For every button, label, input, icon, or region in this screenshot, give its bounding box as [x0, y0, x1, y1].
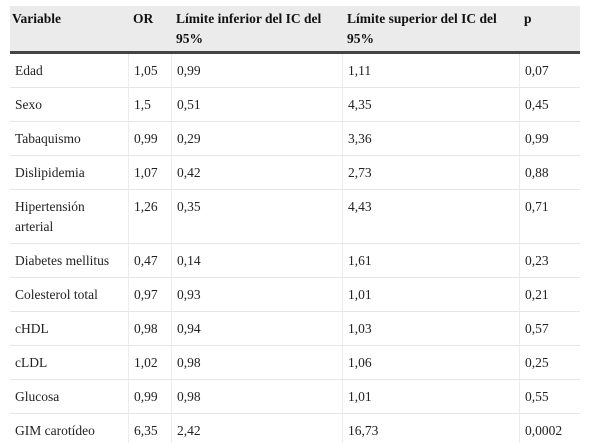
cell-p-value: 0,57 — [520, 312, 580, 346]
cell-ci-upper: 16,73 — [343, 414, 520, 443]
table-row: cHDL 0,98 0,94 1,03 0,57 — [10, 312, 580, 346]
cell-p-value: 0,07 — [520, 54, 580, 88]
table-row: cLDL 1,02 0,98 1,06 0,25 — [10, 346, 580, 380]
table-header: Variable OR Límite inferior del IC del 9… — [10, 6, 580, 54]
odds-ratio-table: Variable OR Límite inferior del IC del 9… — [10, 6, 580, 443]
table-row: GIM carotídeo 6,35 2,42 16,73 0,0002 — [10, 414, 580, 443]
cell-variable: Edad — [10, 54, 129, 88]
header-row: Variable OR Límite inferior del IC del 9… — [10, 6, 580, 54]
table-row: Dislipidemia 1,07 0,42 2,73 0,88 — [10, 156, 580, 190]
header-variable: Variable — [10, 6, 129, 54]
cell-variable: cHDL — [10, 312, 129, 346]
cell-p-value: 0,21 — [520, 278, 580, 312]
header-ci-upper: Límite superior del IC del 95% — [343, 6, 520, 54]
cell-variable: Sexo — [10, 88, 129, 122]
cell-or: 1,26 — [129, 190, 172, 244]
cell-variable: GIM carotídeo — [10, 414, 129, 443]
cell-ci-lower: 0,35 — [172, 190, 343, 244]
cell-p-value: 0,71 — [520, 190, 580, 244]
cell-ci-lower: 2,42 — [172, 414, 343, 443]
cell-ci-lower: 0,98 — [172, 346, 343, 380]
table-body: Edad 1,05 0,99 1,11 0,07 Sexo 1,5 0,51 4… — [10, 54, 580, 443]
table-row: Sexo 1,5 0,51 4,35 0,45 — [10, 88, 580, 122]
cell-variable: Tabaquismo — [10, 122, 129, 156]
table-row: Tabaquismo 0,99 0,29 3,36 0,99 — [10, 122, 580, 156]
cell-ci-lower: 0,93 — [172, 278, 343, 312]
cell-ci-upper: 1,11 — [343, 54, 520, 88]
header-p-value: p — [520, 6, 580, 54]
cell-p-value: 0,45 — [520, 88, 580, 122]
cell-ci-upper: 4,43 — [343, 190, 520, 244]
cell-or: 1,5 — [129, 88, 172, 122]
cell-variable: Hipertensión arterial — [10, 190, 129, 244]
cell-or: 0,99 — [129, 380, 172, 414]
cell-ci-lower: 0,29 — [172, 122, 343, 156]
cell-variable: Diabetes mellitus — [10, 244, 129, 278]
cell-p-value: 0,99 — [520, 122, 580, 156]
cell-or: 0,98 — [129, 312, 172, 346]
cell-or: 1,02 — [129, 346, 172, 380]
table-row: Diabetes mellitus 0,47 0,14 1,61 0,23 — [10, 244, 580, 278]
cell-p-value: 0,88 — [520, 156, 580, 190]
cell-ci-lower: 0,98 — [172, 380, 343, 414]
cell-ci-upper: 4,35 — [343, 88, 520, 122]
cell-or: 0,99 — [129, 122, 172, 156]
table-row: Edad 1,05 0,99 1,11 0,07 — [10, 54, 580, 88]
cell-ci-lower: 0,51 — [172, 88, 343, 122]
cell-ci-upper: 1,61 — [343, 244, 520, 278]
cell-or: 1,05 — [129, 54, 172, 88]
header-or: OR — [129, 6, 172, 54]
cell-p-value: 0,25 — [520, 346, 580, 380]
table-row: Glucosa 0,99 0,98 1,01 0,55 — [10, 380, 580, 414]
header-ci-lower: Límite inferior del IC del 95% — [172, 6, 343, 54]
cell-ci-lower: 0,99 — [172, 54, 343, 88]
cell-variable: Dislipidemia — [10, 156, 129, 190]
cell-variable: cLDL — [10, 346, 129, 380]
cell-ci-lower: 0,94 — [172, 312, 343, 346]
cell-variable: Colesterol total — [10, 278, 129, 312]
table-row: Hipertensión arterial 1,26 0,35 4,43 0,7… — [10, 190, 580, 244]
cell-ci-upper: 1,01 — [343, 278, 520, 312]
results-table-container: Variable OR Límite inferior del IC del 9… — [10, 6, 580, 443]
cell-variable: Glucosa — [10, 380, 129, 414]
cell-ci-lower: 0,42 — [172, 156, 343, 190]
cell-or: 6,35 — [129, 414, 172, 443]
cell-ci-lower: 0,14 — [172, 244, 343, 278]
cell-ci-upper: 1,06 — [343, 346, 520, 380]
cell-p-value: 0,55 — [520, 380, 580, 414]
cell-or: 1,07 — [129, 156, 172, 190]
cell-ci-upper: 2,73 — [343, 156, 520, 190]
cell-ci-upper: 1,03 — [343, 312, 520, 346]
cell-p-value: 0,0002 — [525, 423, 563, 438]
cell-ci-upper: 1,01 — [343, 380, 520, 414]
cell-or: 0,97 — [129, 278, 172, 312]
cell-or: 0,47 — [129, 244, 172, 278]
cell-p-value: 0,23 — [520, 244, 580, 278]
table-row: Colesterol total 0,97 0,93 1,01 0,21 — [10, 278, 580, 312]
cell-ci-upper: 3,36 — [343, 122, 520, 156]
